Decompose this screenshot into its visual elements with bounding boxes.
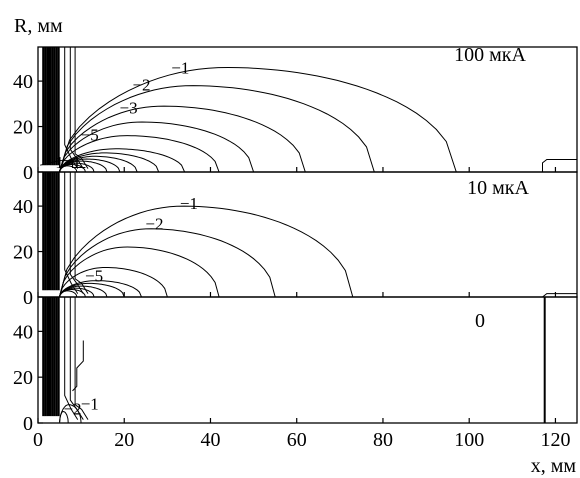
x-tick-label: 40	[200, 429, 220, 451]
panel-1-plot	[40, 47, 577, 172]
near-electrode-contour	[64, 172, 79, 294]
boundary-feature	[542, 293, 577, 297]
y-axis-label: R, мм	[14, 15, 63, 37]
contour-inner	[59, 280, 142, 297]
panel-1: 0 20 40 100 мкА −1 −2 −3 −5 1 1	[13, 44, 578, 184]
contour-inner	[59, 148, 186, 172]
y-tick-label: 0	[23, 413, 33, 435]
electrode-band	[42, 172, 60, 291]
contour-label: −5	[85, 267, 103, 286]
near-electrode-contour	[64, 297, 79, 420]
contour-label: 1	[73, 153, 82, 172]
contour-level-3	[59, 105, 306, 172]
panel-2-plot	[42, 172, 577, 297]
contour-label: −2	[145, 214, 163, 233]
contour-level-2	[59, 85, 375, 172]
x-axis-label: x, мм	[531, 455, 577, 477]
y-tick-label: 0	[23, 287, 33, 309]
contour-label: −1	[81, 395, 99, 414]
contour-label: −1	[180, 194, 198, 213]
tip-detail	[40, 160, 86, 168]
contour-level-2	[59, 410, 69, 423]
y-tick-label: 20	[13, 117, 33, 139]
contour-level-4	[59, 267, 168, 297]
panel-frame	[37, 296, 578, 424]
near-electrode-contour	[74, 297, 89, 420]
x-tick-label: 60	[287, 429, 307, 451]
contour-level-1	[59, 205, 354, 297]
contour-level-1	[59, 404, 82, 423]
x-tick-label: 0	[33, 429, 43, 451]
y-tick-label: 40	[13, 196, 33, 218]
x-axis-ticks: 0 20 40 60 80 100 120	[33, 429, 570, 451]
contour-inner	[59, 282, 125, 297]
contour-label: 1	[55, 153, 64, 172]
contour-level-2	[59, 228, 276, 297]
x-tick-label: 20	[114, 429, 134, 451]
x-tick-label: 120	[540, 429, 570, 451]
panel-label: 0	[475, 310, 485, 332]
near-electrode-contour	[74, 47, 89, 169]
contour-inner	[59, 158, 121, 172]
panel-label: 100 мкА	[454, 44, 526, 66]
panel-label: 10 мкА	[467, 177, 529, 199]
x-tick-label: 100	[454, 429, 484, 451]
contour-label: −2	[63, 399, 81, 418]
contour-label: −3	[120, 98, 138, 117]
side-contour	[72, 340, 84, 392]
contour-inner	[59, 290, 78, 297]
y-tick-label: 0	[23, 162, 33, 184]
contour-level-5	[59, 135, 220, 172]
y-tick-label: 40	[13, 321, 33, 343]
contour-inner	[59, 152, 160, 172]
contour-label: −2	[132, 76, 150, 95]
y-tick-label: 20	[13, 242, 33, 264]
near-electrode-contour	[74, 172, 89, 294]
boundary-feature	[542, 159, 577, 172]
electrode-band	[42, 297, 60, 417]
contour-level-4	[59, 121, 255, 172]
contour-label: −1	[171, 59, 189, 78]
contour-inner	[59, 285, 108, 297]
panel-3: 0 20 40 0 −2 −1	[13, 296, 578, 435]
electrode-band	[42, 47, 60, 166]
y-tick-label: 40	[13, 71, 33, 93]
contour-level-3	[59, 246, 220, 297]
contour-level-1	[59, 66, 457, 172]
panel-2: 0 20 40 10 мкА −1 −2 −5	[13, 171, 578, 309]
x-tick-label: 80	[373, 429, 393, 451]
contour-label: −5	[81, 126, 99, 145]
panel-3-plot	[42, 297, 577, 423]
contour-inner	[59, 160, 108, 172]
y-tick-label: 20	[13, 367, 33, 389]
